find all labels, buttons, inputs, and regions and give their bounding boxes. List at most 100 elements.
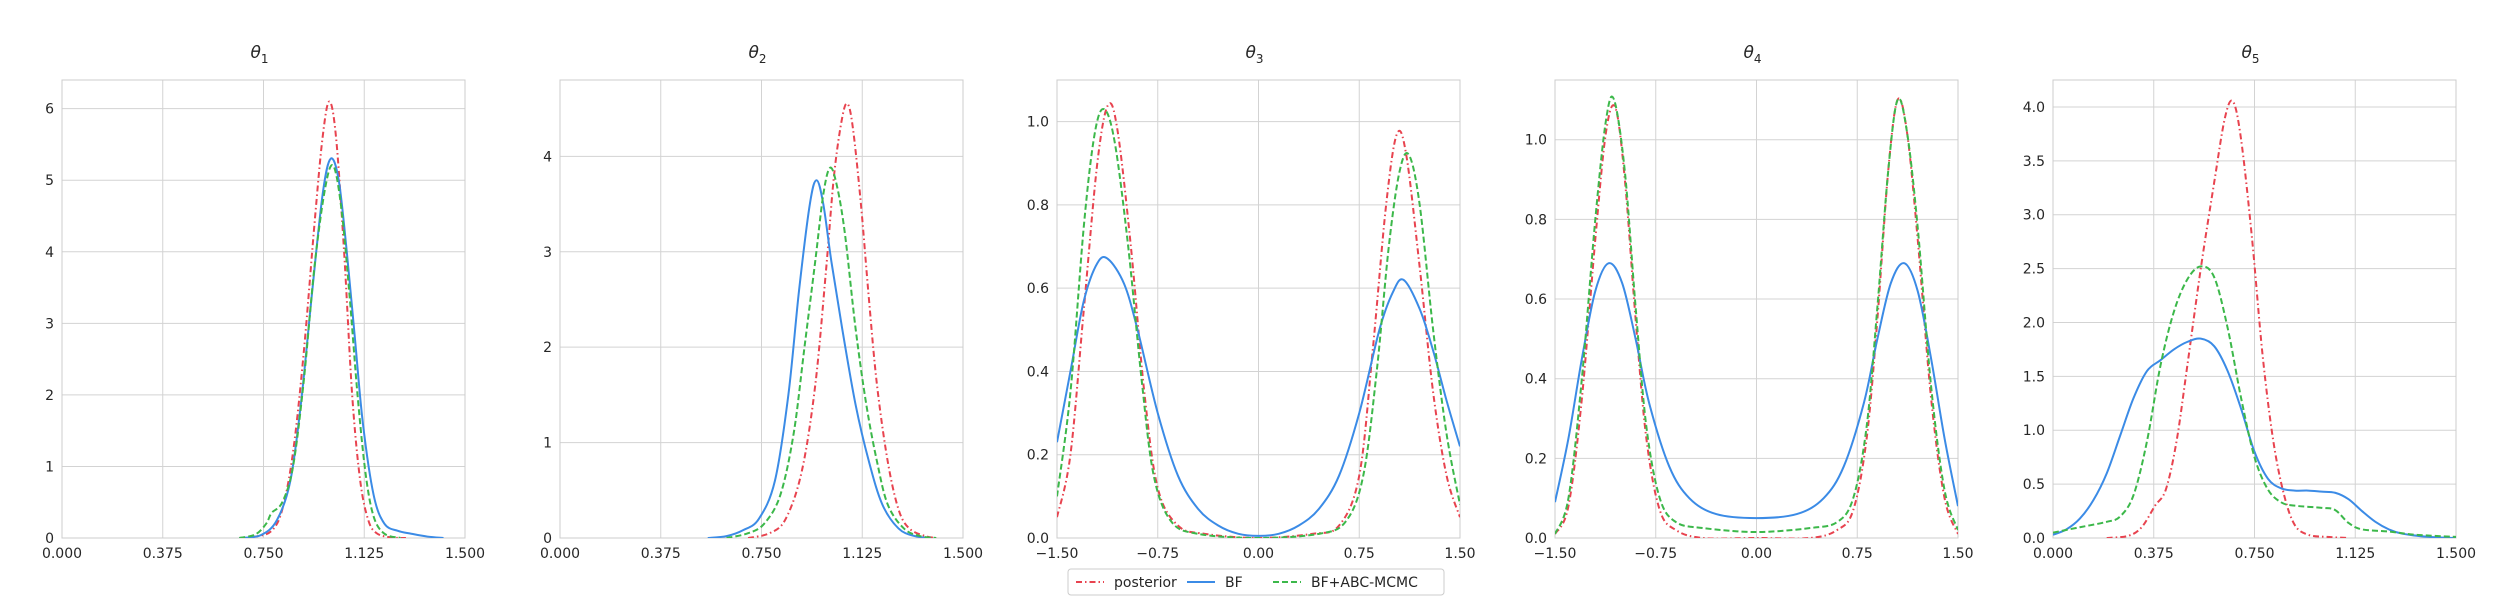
chart-title: θ1 — [250, 43, 268, 66]
plot-frame — [61, 79, 466, 539]
chart-title-symbol: θ — [1245, 43, 1256, 63]
x-tick-label: 1.125 — [842, 546, 882, 562]
series-line-posterior — [239, 100, 406, 538]
x-tick-label: 1.500 — [2436, 546, 2476, 562]
y-tick-label: 2.5 — [2023, 262, 2045, 278]
x-tick-label: 0.750 — [243, 546, 283, 562]
y-tick-label: 3 — [543, 245, 552, 261]
y-tick-label: 1 — [45, 459, 54, 475]
x-tick-label: 1.125 — [344, 546, 384, 562]
y-tick-label: 0.4 — [1027, 364, 1049, 380]
x-tick-label: 0.000 — [42, 546, 82, 562]
y-tick-label: 3.5 — [2023, 154, 2045, 170]
chart-title-subscript: 1 — [261, 52, 269, 66]
y-tick-label: 0.0 — [2023, 531, 2045, 547]
y-tick-label: 1.0 — [1525, 133, 1547, 149]
series-line-bf-abc-mcmc — [726, 166, 937, 538]
y-tick-label: 0.2 — [1027, 448, 1049, 464]
y-tick-label: 1.0 — [1027, 115, 1049, 131]
x-tick-label: 0.375 — [641, 546, 681, 562]
y-tick-label: 0 — [543, 531, 552, 547]
x-tick-label: 1.50 — [1942, 546, 1973, 562]
chart-panel-4: −1.50 −0.75 0.00 0.75 1.50 0.0 0.2 0.4 0.6 0.8 1.0… — [1525, 43, 1974, 562]
series-line-bf — [707, 179, 931, 538]
y-tick-label: 4 — [543, 149, 552, 165]
y-tick-label: 2 — [45, 388, 54, 404]
series-line-bf — [1057, 256, 1460, 537]
x-tick-label: −0.75 — [1136, 546, 1179, 562]
plot-frame — [2052, 79, 2457, 539]
series-line-bf-abc-mcmc — [239, 164, 401, 538]
x-tick-label: 0.000 — [540, 546, 580, 562]
x-tick-label: 0.75 — [1344, 546, 1375, 562]
legend-label-bf: BF — [1225, 575, 1243, 591]
x-tick-label: 0.750 — [2234, 546, 2274, 562]
y-tick-label: 2 — [543, 340, 552, 356]
legend-label-posterior: posterior — [1114, 575, 1177, 591]
y-tick-label: 4.0 — [2023, 100, 2045, 116]
legend-frame — [1067, 568, 1445, 596]
x-tick-label: 1.500 — [943, 546, 983, 562]
x-tick-label: 0.75 — [1842, 546, 1873, 562]
y-tick-label: 0.6 — [1027, 281, 1049, 297]
chart-title-symbol: θ — [2241, 43, 2252, 63]
y-tick-label: 0.8 — [1525, 212, 1547, 228]
y-tick-label: 5 — [45, 173, 54, 189]
chart-title: θ5 — [2241, 43, 2259, 66]
chart-panel-5: 0.000 0.375 0.750 1.125 1.500 0.0 0.5 1.0 1.5 2.0… — [2023, 43, 2476, 562]
x-tick-label: −1.50 — [1534, 546, 1577, 562]
y-tick-label: 4 — [45, 245, 54, 261]
x-tick-label: 0.000 — [2033, 546, 2073, 562]
chart-title-symbol: θ — [250, 43, 261, 63]
x-tick-label: 0.375 — [2134, 546, 2174, 562]
chart-title: θ4 — [1743, 43, 1761, 66]
series-line-bf — [2053, 337, 2456, 538]
series-line-bf-abc-mcmc — [2053, 265, 2456, 538]
x-tick-label: 0.00 — [1243, 546, 1274, 562]
y-tick-label: 6 — [45, 102, 54, 118]
y-tick-label: 3.0 — [2023, 208, 2045, 224]
y-tick-label: 0.0 — [1525, 531, 1547, 547]
y-tick-label: 1.0 — [2023, 423, 2045, 439]
plot-frame — [1554, 79, 1959, 539]
chart-title-subscript: 3 — [1256, 52, 1264, 66]
y-tick-label: 1.5 — [2023, 369, 2045, 385]
chart-title-symbol: θ — [1743, 43, 1754, 63]
y-tick-label: 2.0 — [2023, 315, 2045, 331]
legend-label-bf-abc-mcmc: BF+ABC-MCMC — [1311, 575, 1418, 591]
series-line-posterior — [747, 102, 937, 538]
series-line-bf-abc-mcmc — [1057, 108, 1460, 538]
legend: posterior BF BF+ABC-MCMC — [1067, 568, 1445, 596]
chart-title: θ3 — [1245, 43, 1263, 66]
chart-title: θ2 — [748, 43, 766, 66]
x-tick-label: −0.75 — [1634, 546, 1677, 562]
x-tick-label: 0.750 — [741, 546, 781, 562]
series-line-bf — [1555, 262, 1958, 520]
y-tick-label: 0.6 — [1525, 292, 1547, 308]
y-tick-label: 1 — [543, 436, 552, 452]
chart-title-symbol: θ — [748, 43, 759, 63]
y-tick-label: 0.2 — [1525, 451, 1547, 467]
chart-title-subscript: 5 — [2252, 52, 2260, 66]
y-tick-label: 3 — [45, 316, 54, 332]
x-tick-label: 1.125 — [2335, 546, 2375, 562]
y-tick-label: 0.0 — [1027, 531, 1049, 547]
y-tick-label: 0.8 — [1027, 198, 1049, 214]
x-tick-label: 0.375 — [143, 546, 183, 562]
y-tick-label: 0 — [45, 531, 54, 547]
y-tick-label: 0.5 — [2023, 477, 2045, 493]
x-tick-label: 1.500 — [445, 546, 485, 562]
x-tick-label: 1.50 — [1444, 546, 1475, 562]
y-tick-label: 0.4 — [1525, 372, 1547, 388]
x-tick-label: 0.00 — [1741, 546, 1772, 562]
chart-title-subscript: 4 — [1754, 52, 1762, 66]
plot-frame — [559, 79, 964, 539]
chart-title-subscript: 2 — [759, 52, 767, 66]
chart-panel-3: −1.50 −0.75 0.00 0.75 1.50 0.0 0.2 0.4 0.6 0.8 1.0… — [1027, 43, 1476, 562]
x-tick-label: −1.50 — [1036, 546, 1079, 562]
series-line-bf-abc-mcmc — [1555, 95, 1958, 535]
